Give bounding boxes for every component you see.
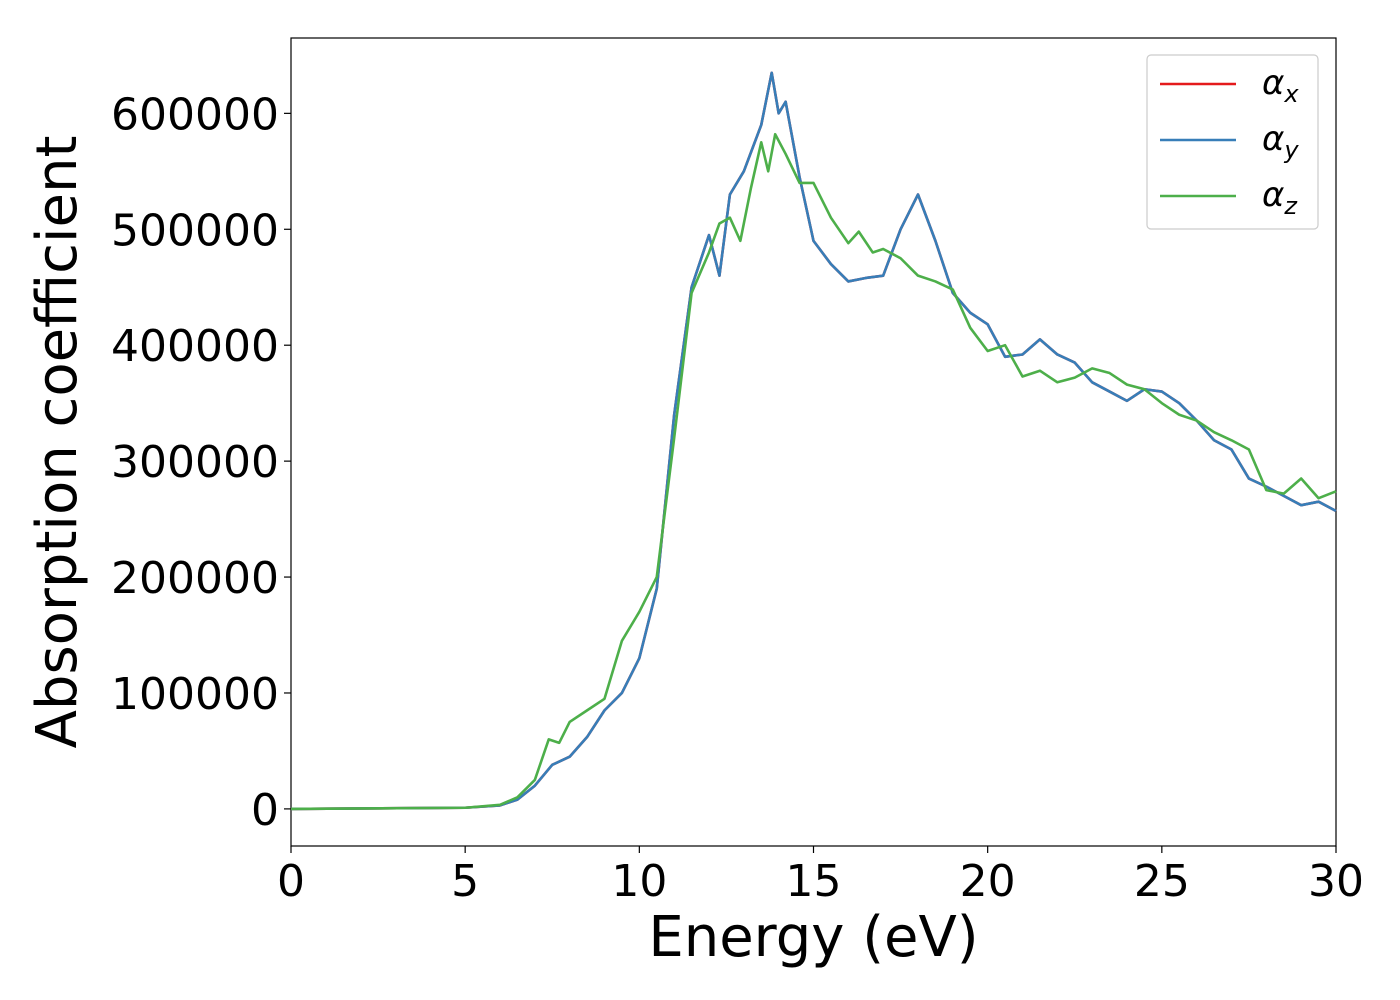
x-tick-label: 15 — [786, 856, 842, 907]
legend-label-y: αy — [1262, 119, 1299, 164]
x-tick-label: 20 — [960, 856, 1016, 907]
x-axis-title: Energy (eV) — [648, 905, 978, 970]
x-axis-ticks: 0 5 10 15 20 25 30 — [277, 846, 1364, 907]
legend-box — [1146, 54, 1319, 230]
y-tick-label: 400000 — [111, 321, 279, 372]
x-tick-label: 30 — [1308, 856, 1364, 907]
y-axis-title: Absorption coefficient — [25, 136, 90, 749]
series-lines — [290, 71, 1337, 811]
y-tick-label: 300000 — [111, 437, 279, 488]
legend-subscript: z — [1283, 192, 1298, 220]
legend-label-x: αx — [1262, 63, 1299, 108]
legend-subscript: x — [1283, 80, 1299, 108]
y-axis-ticks: 0 100000 200000 300000 400000 500000 600000 — [111, 89, 291, 836]
legend-symbol: α — [1262, 119, 1284, 159]
y-tick-label: 0 — [251, 785, 279, 836]
y-tick-label: 500000 — [111, 205, 279, 256]
y-tick-label: 600000 — [111, 89, 279, 140]
legend-symbol: α — [1262, 175, 1284, 215]
y-tick-label: 100000 — [111, 669, 279, 720]
x-tick-label: 25 — [1134, 856, 1190, 907]
legend-subscript: y — [1283, 136, 1299, 164]
x-tick-label: 0 — [277, 856, 305, 907]
x-tick-label: 10 — [611, 856, 667, 907]
legend-symbol: α — [1262, 63, 1284, 103]
legend-label-z: αz — [1262, 175, 1298, 220]
series-line-y — [290, 71, 1337, 811]
x-tick-label: 5 — [451, 856, 479, 907]
series-line-z — [290, 132, 1337, 811]
y-tick-label: 200000 — [111, 553, 279, 604]
